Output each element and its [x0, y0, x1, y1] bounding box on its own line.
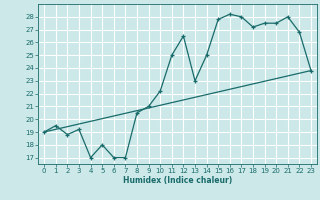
- X-axis label: Humidex (Indice chaleur): Humidex (Indice chaleur): [123, 176, 232, 185]
